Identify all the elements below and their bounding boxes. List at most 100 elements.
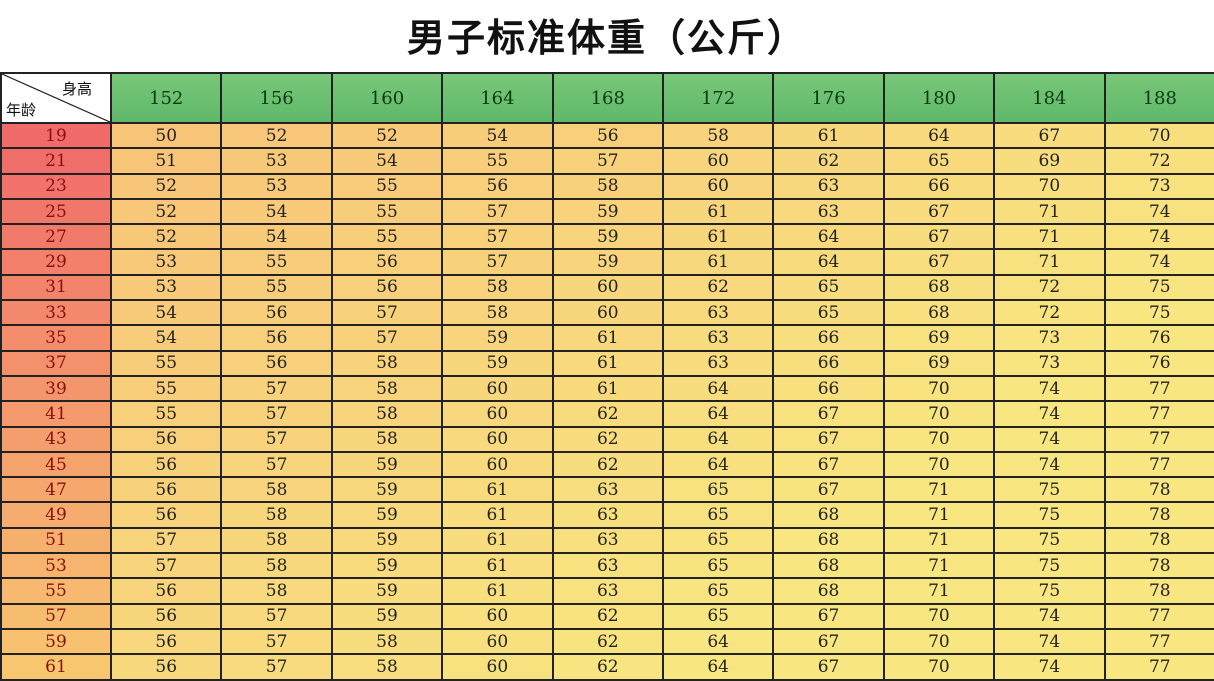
weight-cell: 71 bbox=[882, 552, 996, 580]
weight-cell: 75 bbox=[993, 476, 1106, 504]
weight-cell: 61 bbox=[441, 476, 554, 504]
weight-cell: 61 bbox=[772, 121, 885, 150]
weight-cell: 74 bbox=[993, 374, 1106, 403]
weight-cell: 56 bbox=[330, 273, 444, 302]
weight-cell: 70 bbox=[882, 653, 996, 681]
weight-cell: 70 bbox=[882, 450, 996, 479]
weight-cell: 58 bbox=[330, 400, 444, 428]
weight-cell: 60 bbox=[441, 374, 554, 403]
weight-cell: 63 bbox=[661, 324, 775, 352]
age-cell: 19 bbox=[0, 121, 112, 150]
weight-cell: 61 bbox=[551, 349, 664, 377]
weight-cell: 74 bbox=[1103, 248, 1214, 276]
weight-cell: 76 bbox=[1103, 349, 1214, 377]
age-cell: 55 bbox=[0, 577, 112, 605]
weight-cell: 77 bbox=[1103, 450, 1214, 479]
weight-cell: 71 bbox=[993, 248, 1106, 276]
weight-cell: 54 bbox=[109, 299, 223, 327]
weight-cell: 59 bbox=[330, 450, 444, 479]
weight-cell: 71 bbox=[882, 501, 996, 529]
weight-cell: 59 bbox=[330, 602, 444, 630]
weight-cell: 54 bbox=[109, 324, 223, 352]
age-cell: 37 bbox=[0, 349, 112, 377]
age-cell: 47 bbox=[0, 476, 112, 504]
weight-cell: 56 bbox=[109, 627, 223, 656]
weight-cell: 70 bbox=[882, 374, 996, 403]
weight-cell: 58 bbox=[661, 121, 775, 150]
height-header: 156 bbox=[220, 72, 333, 124]
weight-cell: 78 bbox=[1103, 526, 1214, 555]
table-row: 53 57 58 59 61 63 65 68 71 75 78 bbox=[0, 552, 1214, 580]
weight-cell: 57 bbox=[220, 400, 333, 428]
weight-cell: 64 bbox=[661, 653, 775, 681]
weight-cell: 61 bbox=[551, 324, 664, 352]
weight-cell: 65 bbox=[772, 273, 885, 302]
weight-cell: 70 bbox=[993, 172, 1106, 200]
weight-cell: 60 bbox=[441, 425, 554, 453]
age-cell: 45 bbox=[0, 450, 112, 479]
weight-cell: 56 bbox=[109, 450, 223, 479]
weight-cell: 56 bbox=[109, 577, 223, 605]
weight-cell: 74 bbox=[993, 602, 1106, 630]
weight-cell: 77 bbox=[1103, 653, 1214, 681]
weight-cell: 67 bbox=[993, 121, 1106, 150]
weight-cell: 60 bbox=[441, 400, 554, 428]
weight-cell: 55 bbox=[220, 273, 333, 302]
weight-cell: 70 bbox=[882, 425, 996, 453]
weight-cell: 64 bbox=[661, 400, 775, 428]
weight-cell: 70 bbox=[882, 602, 996, 630]
weight-cell: 52 bbox=[109, 172, 223, 200]
age-cell: 43 bbox=[0, 425, 112, 453]
weight-cell: 57 bbox=[220, 627, 333, 656]
weight-cell: 72 bbox=[1103, 147, 1214, 175]
weight-cell: 74 bbox=[993, 425, 1106, 453]
table-row: 29 53 55 56 57 59 61 64 67 71 74 bbox=[0, 248, 1214, 276]
weight-cell: 57 bbox=[220, 450, 333, 479]
weight-cell: 60 bbox=[441, 653, 554, 681]
weight-cell: 70 bbox=[1103, 121, 1214, 150]
weight-cell: 77 bbox=[1103, 425, 1214, 453]
height-header: 152 bbox=[109, 72, 223, 124]
table-row: 23 52 53 55 56 58 60 63 66 70 73 bbox=[0, 172, 1214, 200]
weight-cell: 54 bbox=[441, 121, 554, 150]
height-header: 188 bbox=[1103, 72, 1214, 124]
weight-cell: 57 bbox=[220, 602, 333, 630]
age-label: 年龄 bbox=[6, 101, 37, 119]
weight-cell: 57 bbox=[220, 653, 333, 681]
age-cell: 39 bbox=[0, 374, 112, 403]
weight-cell: 63 bbox=[551, 501, 664, 529]
weight-cell: 58 bbox=[330, 374, 444, 403]
weight-cell: 62 bbox=[551, 450, 664, 479]
weight-cell: 58 bbox=[220, 476, 333, 504]
weight-cell: 63 bbox=[772, 197, 885, 226]
table-row: 39 55 57 58 60 61 64 66 70 74 77 bbox=[0, 374, 1214, 403]
weight-table: 身高 年龄 152 156 160 164 168 172 176 180 184 188 19 5… bbox=[0, 72, 1214, 681]
age-cell: 51 bbox=[0, 526, 112, 555]
weight-cell: 64 bbox=[661, 627, 775, 656]
weight-cell: 53 bbox=[220, 147, 333, 175]
weight-cell: 55 bbox=[330, 197, 444, 226]
weight-cell: 66 bbox=[772, 324, 885, 352]
weight-cell: 52 bbox=[109, 197, 223, 226]
table-row: 47 56 58 59 61 63 65 67 71 75 78 bbox=[0, 476, 1214, 504]
weight-cell: 72 bbox=[993, 299, 1106, 327]
weight-cell: 61 bbox=[551, 374, 664, 403]
weight-cell: 63 bbox=[661, 349, 775, 377]
weight-cell: 62 bbox=[551, 425, 664, 453]
weight-cell: 50 bbox=[109, 121, 223, 150]
weight-cell: 56 bbox=[109, 602, 223, 630]
weight-cell: 63 bbox=[551, 577, 664, 605]
weight-cell: 67 bbox=[772, 627, 885, 656]
weight-cell: 68 bbox=[882, 299, 996, 327]
weight-cell: 76 bbox=[1103, 324, 1214, 352]
weight-cell: 59 bbox=[330, 552, 444, 580]
weight-cell: 74 bbox=[993, 627, 1106, 656]
weight-cell: 57 bbox=[551, 147, 664, 175]
weight-cell: 69 bbox=[882, 349, 996, 377]
age-cell: 57 bbox=[0, 602, 112, 630]
weight-cell: 75 bbox=[993, 526, 1106, 555]
weight-cell: 64 bbox=[661, 450, 775, 479]
weight-cell: 75 bbox=[1103, 299, 1214, 327]
weight-cell: 61 bbox=[661, 197, 775, 226]
height-header: 164 bbox=[441, 72, 554, 124]
